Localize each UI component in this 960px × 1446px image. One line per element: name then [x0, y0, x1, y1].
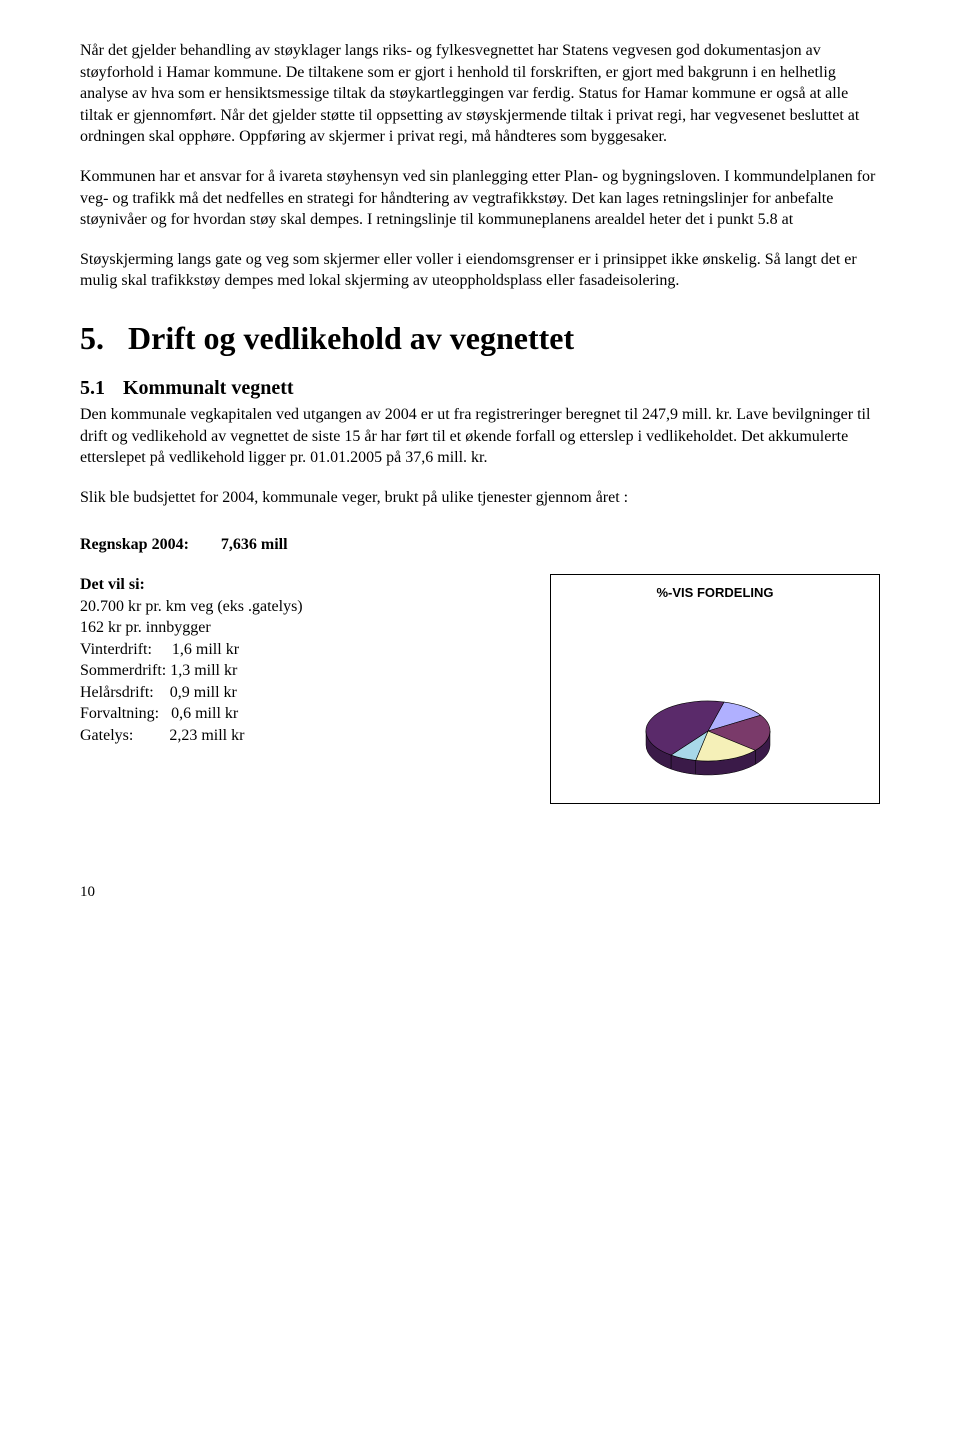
budget-header: Det vil si:: [80, 574, 510, 596]
budget-and-chart-row: Det vil si: 20.700 kr pr. km veg (eks .g…: [80, 574, 880, 804]
paragraph-1: Når det gjelder behandling av støyklager…: [80, 40, 880, 148]
subsection-number: 5.1: [80, 377, 105, 400]
budget-line: Gatelys: 2,23 mill kr: [80, 725, 510, 747]
paragraph-5: Slik ble budsjettet for 2004, kommunale …: [80, 487, 880, 509]
budget-line: Sommerdrift: 1,3 mill kr: [80, 660, 510, 682]
pie-chart-box: %-VIS FORDELING: [550, 574, 880, 804]
section-number: 5.: [80, 320, 104, 357]
paragraph-3: Støyskjerming langs gate og veg som skje…: [80, 249, 880, 292]
paragraph-2: Kommunen har et ansvar for å ivareta stø…: [80, 166, 880, 231]
regnskap-label: Regnskap 2004:: [80, 536, 189, 553]
paragraph-4: Den kommunale vegkapitalen ved utgangen …: [80, 404, 880, 469]
budget-line: 20.700 kr pr. km veg (eks .gatelys): [80, 596, 510, 618]
budget-line: Helårsdrift: 0,9 mill kr: [80, 682, 510, 704]
chart-title: %-VIS FORDELING: [563, 585, 867, 600]
regnskap-value: 7,636 mill: [221, 536, 288, 553]
pie-chart-icon: [563, 606, 869, 806]
budget-line: 162 kr pr. innbygger: [80, 617, 510, 639]
budget-text: Det vil si: 20.700 kr pr. km veg (eks .g…: [80, 574, 510, 747]
section-title: Drift og vedlikehold av vegnettet: [128, 320, 574, 356]
subsection-title: Kommunalt vegnett: [123, 377, 294, 399]
section-heading: 5. Drift og vedlikehold av vegnettet: [80, 320, 880, 357]
regnskap-line: Regnskap 2004: 7,636 mill: [80, 534, 880, 556]
budget-line: Forvaltning: 0,6 mill kr: [80, 703, 510, 725]
subsection-heading: 5.1 Kommunalt vegnett: [80, 377, 880, 400]
budget-line: Vinterdrift: 1,6 mill kr: [80, 639, 510, 661]
page-number: 10: [80, 884, 880, 901]
